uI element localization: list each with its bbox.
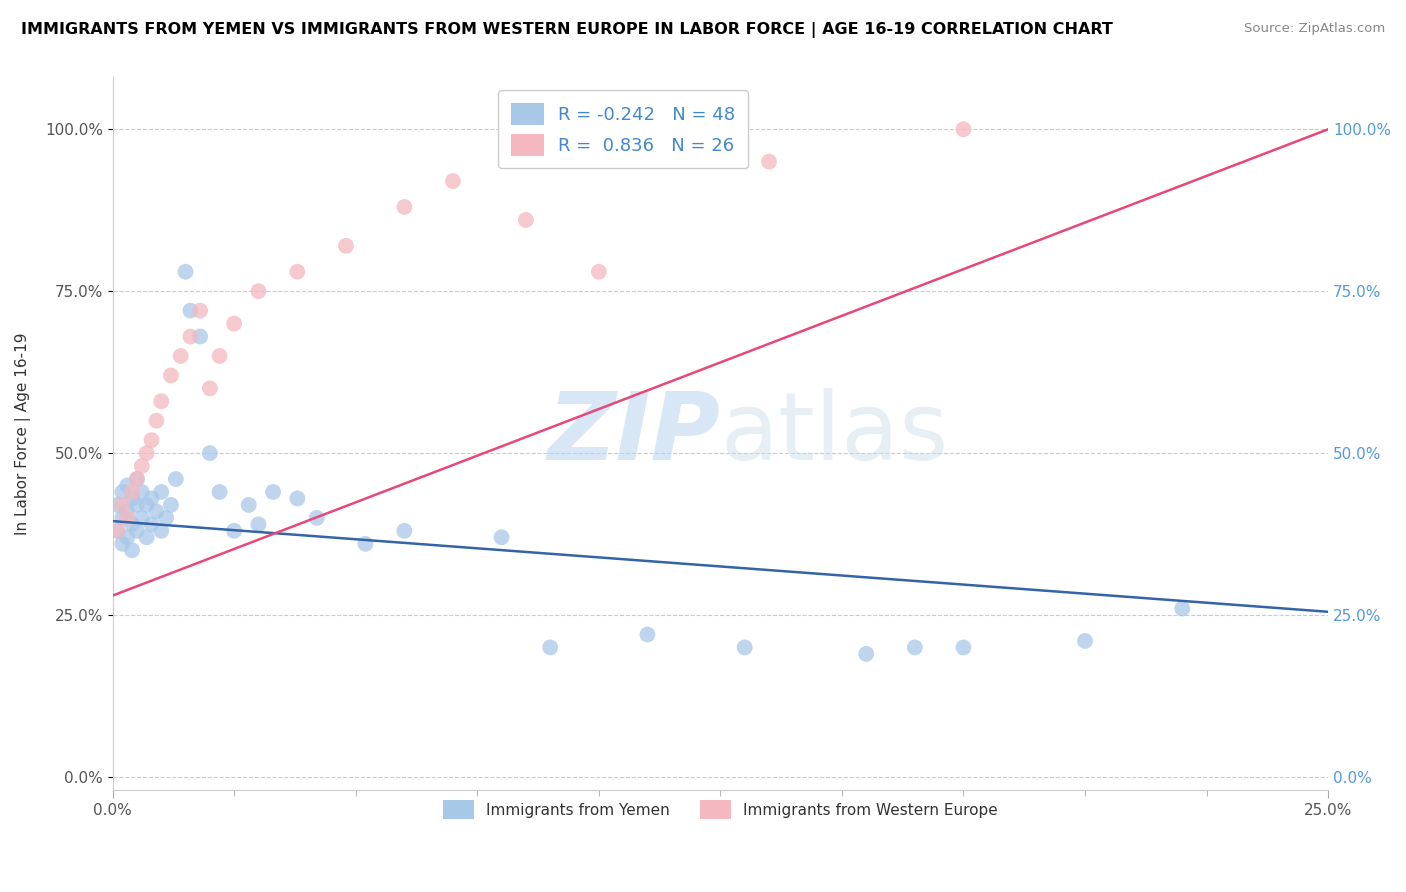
Point: [179, 329, 201, 343]
Point: [150, 524, 173, 538]
Point: [115, 530, 138, 544]
Point: [538, 640, 561, 655]
Point: [198, 381, 221, 395]
Point: [335, 239, 357, 253]
Point: [131, 458, 153, 473]
Point: [121, 491, 143, 506]
Point: [115, 478, 138, 492]
Point: [855, 647, 877, 661]
Point: [394, 524, 416, 538]
Point: [135, 498, 157, 512]
Point: [904, 640, 927, 655]
Point: [208, 485, 231, 500]
Point: [155, 511, 177, 525]
Point: [224, 317, 246, 331]
Y-axis label: In Labor Force | Age 16-19: In Labor Force | Age 16-19: [15, 333, 31, 535]
Point: [238, 498, 260, 512]
Point: [1171, 601, 1194, 615]
Point: [174, 265, 197, 279]
Point: [107, 498, 129, 512]
Point: [145, 414, 167, 428]
Point: [111, 485, 134, 500]
Point: [111, 498, 134, 512]
Point: [636, 627, 658, 641]
Point: [354, 537, 377, 551]
Point: [160, 498, 183, 512]
Point: [131, 485, 153, 500]
Point: [135, 446, 157, 460]
Point: [491, 530, 513, 544]
Point: [224, 524, 246, 538]
Point: [165, 472, 187, 486]
Point: [125, 472, 148, 486]
Point: [150, 394, 173, 409]
Text: atlas: atlas: [720, 388, 949, 480]
Point: [125, 472, 148, 486]
Point: [121, 485, 143, 500]
Point: [125, 524, 148, 538]
Point: [107, 524, 129, 538]
Text: Source: ZipAtlas.com: Source: ZipAtlas.com: [1244, 22, 1385, 36]
Point: [247, 517, 270, 532]
Point: [588, 265, 610, 279]
Point: [179, 303, 201, 318]
Point: [952, 122, 974, 136]
Point: [145, 504, 167, 518]
Point: [247, 284, 270, 298]
Point: [141, 491, 163, 506]
Point: [170, 349, 193, 363]
Point: [125, 498, 148, 512]
Point: [111, 537, 134, 551]
Point: [188, 329, 211, 343]
Point: [441, 174, 464, 188]
Point: [121, 543, 143, 558]
Point: [952, 640, 974, 655]
Point: [758, 154, 780, 169]
Point: [394, 200, 416, 214]
Point: [208, 349, 231, 363]
Point: [1074, 634, 1097, 648]
Text: IMMIGRANTS FROM YEMEN VS IMMIGRANTS FROM WESTERN EUROPE IN LABOR FORCE | AGE 16-: IMMIGRANTS FROM YEMEN VS IMMIGRANTS FROM…: [21, 22, 1114, 38]
Point: [115, 504, 138, 518]
Point: [141, 517, 163, 532]
Point: [115, 511, 138, 525]
Point: [107, 524, 129, 538]
Text: ZIP: ZIP: [547, 388, 720, 480]
Point: [131, 511, 153, 525]
Point: [305, 511, 328, 525]
Point: [287, 491, 309, 506]
Legend: Immigrants from Yemen, Immigrants from Western Europe: Immigrants from Yemen, Immigrants from W…: [437, 794, 1004, 825]
Point: [160, 368, 183, 383]
Point: [135, 530, 157, 544]
Point: [141, 433, 163, 447]
Point: [111, 511, 134, 525]
Point: [734, 640, 756, 655]
Point: [150, 485, 173, 500]
Point: [121, 517, 143, 532]
Point: [287, 265, 309, 279]
Point: [188, 303, 211, 318]
Point: [198, 446, 221, 460]
Point: [262, 485, 284, 500]
Point: [515, 213, 537, 227]
